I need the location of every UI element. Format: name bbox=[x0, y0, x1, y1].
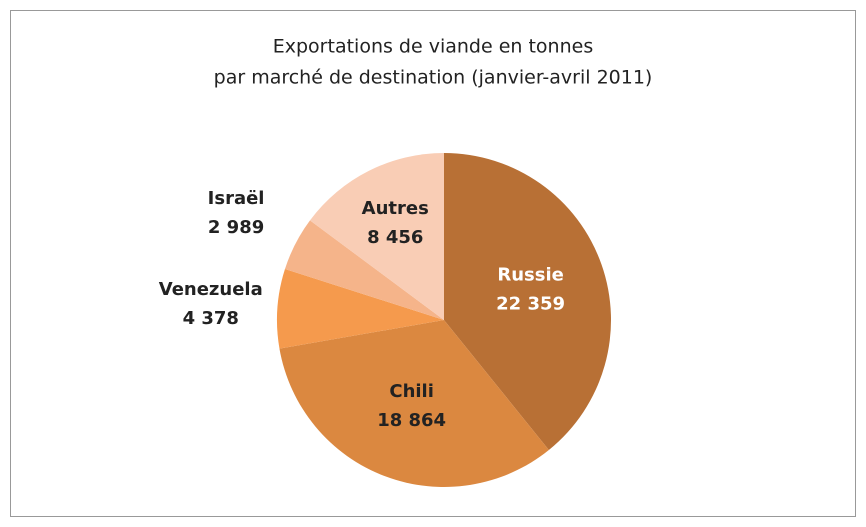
slice-label: Chili bbox=[389, 381, 434, 402]
slice-value: 22 359 bbox=[496, 293, 565, 314]
chart-title: Exportations de viande en tonnes bbox=[273, 36, 593, 58]
slice-value: 18 864 bbox=[377, 410, 446, 431]
pie-slice bbox=[276, 269, 444, 349]
slice-label: Venezuela bbox=[159, 279, 263, 300]
pie-slice bbox=[309, 153, 444, 320]
slice-label: Russie bbox=[497, 264, 563, 285]
slice-label: Autres bbox=[362, 198, 429, 219]
slice-value: 2 989 bbox=[208, 217, 264, 238]
pie-slice bbox=[444, 153, 611, 450]
slice-value: 8 456 bbox=[367, 227, 423, 248]
pie-slice bbox=[279, 320, 549, 488]
slice-value: 4 378 bbox=[183, 308, 239, 329]
pie-slice bbox=[284, 220, 444, 320]
chart-title: par marché de destination (janvier-avril… bbox=[214, 67, 653, 89]
slice-label: Israël bbox=[208, 188, 265, 209]
